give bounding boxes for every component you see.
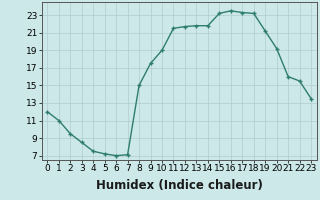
X-axis label: Humidex (Indice chaleur): Humidex (Indice chaleur) <box>96 179 263 192</box>
